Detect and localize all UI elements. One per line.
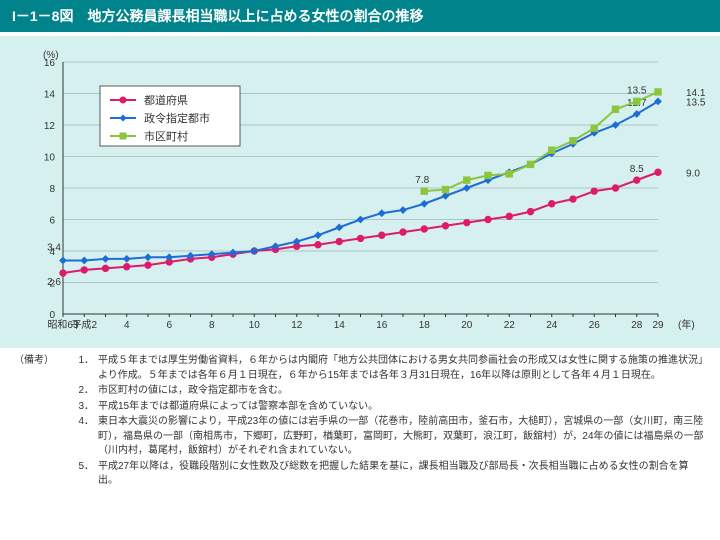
svg-text:8: 8 <box>209 320 215 331</box>
svg-text:政令指定都市: 政令指定都市 <box>144 111 210 125</box>
svg-text:16: 16 <box>376 320 388 331</box>
svg-text:24: 24 <box>546 320 558 331</box>
svg-text:6: 6 <box>166 320 172 331</box>
svg-text:29: 29 <box>652 320 664 331</box>
svg-text:6: 6 <box>49 216 55 227</box>
svg-text:14: 14 <box>334 320 346 331</box>
notes-label: （備考） <box>14 354 74 490</box>
svg-text:3.4: 3.4 <box>47 242 61 253</box>
svg-text:都道府県: 都道府県 <box>144 93 188 107</box>
line-chart: 0246810121416(%)昭和63平成246810121416182022… <box>8 44 708 344</box>
svg-text:22: 22 <box>504 320 516 331</box>
svg-text:12: 12 <box>44 121 56 132</box>
svg-text:14: 14 <box>44 90 56 101</box>
svg-text:8: 8 <box>49 184 55 195</box>
svg-text:平成2: 平成2 <box>71 319 97 331</box>
svg-text:10: 10 <box>44 153 56 164</box>
svg-text:9.0: 9.0 <box>686 168 700 179</box>
notes-block: （備考） 1．平成５年までは厚生労働省資料，６年からは内閣府「地方公共団体におけ… <box>0 348 720 494</box>
svg-text:13.5: 13.5 <box>686 97 706 108</box>
notes-list: 1．平成５年までは厚生労働省資料，６年からは内閣府「地方公共団体における男女共同… <box>74 354 706 490</box>
svg-text:2.6: 2.6 <box>47 277 61 288</box>
svg-text:(年): (年) <box>678 318 695 331</box>
svg-text:20: 20 <box>461 320 473 331</box>
svg-text:12: 12 <box>291 320 303 331</box>
svg-text:26: 26 <box>589 320 601 331</box>
chart-area: 0246810121416(%)昭和63平成246810121416182022… <box>0 36 720 348</box>
svg-text:(%): (%) <box>43 50 59 61</box>
svg-text:28: 28 <box>631 320 643 331</box>
svg-text:4: 4 <box>124 320 130 331</box>
svg-text:7.8: 7.8 <box>415 175 429 186</box>
svg-text:10: 10 <box>249 320 261 331</box>
svg-text:13.5: 13.5 <box>627 85 647 96</box>
figure-title: I－1－8図 地方公務員課長相当職以上に占める女性の割合の推移 <box>0 0 720 32</box>
svg-text:市区町村: 市区町村 <box>144 129 188 143</box>
svg-text:18: 18 <box>419 320 431 331</box>
svg-text:14.1: 14.1 <box>686 88 706 99</box>
svg-text:8.5: 8.5 <box>630 164 644 175</box>
